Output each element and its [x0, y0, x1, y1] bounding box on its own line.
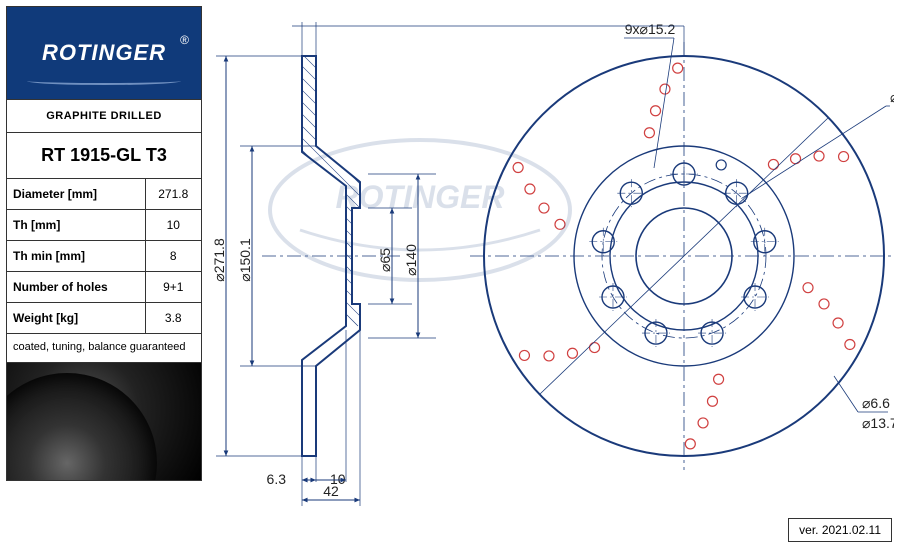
spec-row: Weight [kg]3.8	[7, 303, 201, 334]
spec-panel: ROTINGER ® GRAPHITE DRILLED RT 1915-GL T…	[6, 6, 202, 481]
svg-text:9x⌀15.2: 9x⌀15.2	[625, 21, 676, 37]
spec-row: Th [mm]10	[7, 210, 201, 241]
spec-label: Diameter [mm]	[7, 179, 145, 210]
spec-value: 3.8	[145, 303, 201, 334]
spec-value: 10	[145, 210, 201, 241]
svg-text:⌀140: ⌀140	[403, 244, 419, 276]
svg-text:⌀150.1: ⌀150.1	[237, 238, 253, 282]
logo-swoosh	[27, 77, 181, 85]
spec-label: Th [mm]	[7, 210, 145, 241]
spec-label: Th min [mm]	[7, 241, 145, 272]
svg-text:⌀65: ⌀65	[377, 248, 393, 272]
spec-value: 9+1	[145, 272, 201, 303]
svg-text:6.3: 6.3	[267, 471, 287, 487]
brand-logo: ROTINGER ®	[7, 7, 201, 99]
spec-row: Th min [mm]8	[7, 241, 201, 272]
part-number: RT 1915-GL T3	[7, 132, 201, 178]
spec-label: Number of holes	[7, 272, 145, 303]
svg-text:⌀271.8: ⌀271.8	[211, 238, 227, 282]
spec-value: 8	[145, 241, 201, 272]
product-subtitle: GRAPHITE DRILLED	[7, 99, 201, 132]
spec-table: Diameter [mm]271.8Th [mm]10Th min [mm]8N…	[7, 178, 201, 333]
product-photo	[7, 362, 201, 480]
spec-row: Diameter [mm]271.8	[7, 179, 201, 210]
version-label: ver. 2021.02.11	[788, 518, 892, 542]
spec-row: Number of holes9+1	[7, 272, 201, 303]
svg-text:⌀112: ⌀112	[890, 89, 894, 105]
registered-mark: ®	[180, 33, 189, 47]
svg-text:⌀13.7x90°: ⌀13.7x90°	[862, 415, 894, 431]
brand-name: ROTINGER	[42, 40, 166, 66]
spec-value: 271.8	[145, 179, 201, 210]
spec-notes: coated, tuning, balance guaranteed	[7, 333, 201, 362]
technical-drawing: ⌀271.8⌀150.1⌀65⌀14042106.39x⌀15.2⌀112⌀6.…	[210, 6, 894, 514]
spec-label: Weight [kg]	[7, 303, 145, 334]
svg-text:⌀6.6: ⌀6.6	[862, 395, 890, 411]
